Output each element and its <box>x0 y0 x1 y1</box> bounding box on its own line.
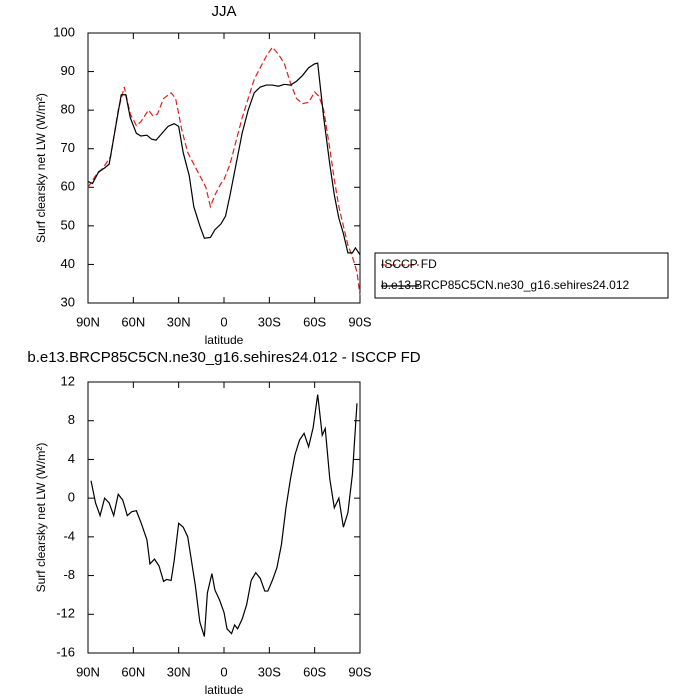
y-tick-label: 60 <box>61 179 75 194</box>
y-tick-label: 8 <box>68 412 75 427</box>
x-axis-label: latitude <box>205 683 244 697</box>
x-tick-label: 60S <box>303 314 326 329</box>
data-line <box>87 46 361 296</box>
y-tick-label: 0 <box>68 490 75 505</box>
y-tick-label: 100 <box>53 24 75 39</box>
y-tick-label: -16 <box>56 644 75 659</box>
chart-title: JJA <box>211 3 236 20</box>
chart-title: b.e13.BRCP85C5CN.ne30_g16.sehires24.012 … <box>27 349 420 366</box>
y-tick-label: 12 <box>61 373 75 388</box>
y-tick-label: 30 <box>61 294 75 309</box>
legend-box <box>374 252 669 299</box>
y-tick-label: 4 <box>68 451 75 466</box>
x-axis-label: latitude <box>205 333 244 347</box>
x-tick-label: 90S <box>348 664 371 679</box>
y-tick-label: 80 <box>61 102 75 117</box>
y-tick-label: 40 <box>61 256 75 271</box>
x-tick-label: 30N <box>167 664 191 679</box>
x-tick-label: 30S <box>258 314 281 329</box>
x-tick-label: 90S <box>348 314 371 329</box>
x-tick-label: 60N <box>121 314 145 329</box>
y-tick-label: 50 <box>61 217 75 232</box>
y-tick-label: 90 <box>61 63 75 78</box>
y-tick-label: -12 <box>56 606 75 621</box>
legend-label: ISCCP FD <box>381 257 437 271</box>
y-tick-label: -4 <box>63 528 75 543</box>
x-tick-label: 90N <box>76 664 100 679</box>
data-line <box>87 62 361 256</box>
y-tick-label: -8 <box>63 567 75 582</box>
x-tick-label: 60N <box>121 664 145 679</box>
x-tick-label: 30S <box>258 664 281 679</box>
x-tick-label: 60S <box>303 664 326 679</box>
x-tick-label: 0 <box>220 664 227 679</box>
x-tick-label: 90N <box>76 314 100 329</box>
data-line <box>90 394 358 637</box>
y-axis-label: Surf clearsky net LW (W/m²) <box>34 443 48 593</box>
legend-label: b.e13.BRCP85C5CN.ne30_g16.sehires24.012 <box>381 278 629 292</box>
y-tick-label: 70 <box>61 140 75 155</box>
x-tick-label: 30N <box>167 314 191 329</box>
x-tick-label: 0 <box>220 314 227 329</box>
y-axis-label: Surf clearsky net LW (W/m²) <box>34 93 48 243</box>
